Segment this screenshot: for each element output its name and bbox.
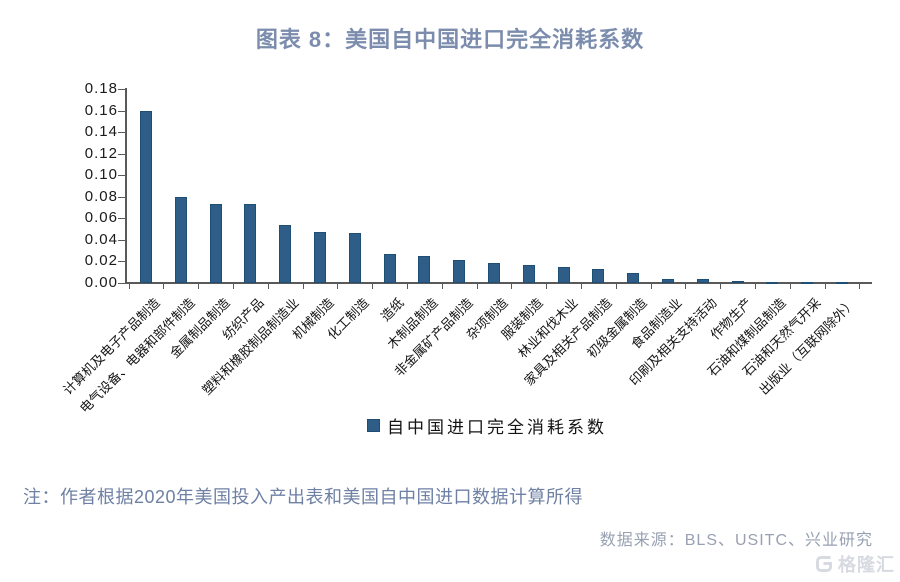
y-axis-tick (118, 132, 125, 134)
y-axis-tick-label: 0.10 (84, 166, 118, 184)
x-axis-tick (407, 284, 408, 289)
bar (696, 279, 709, 283)
footnote: 注：作者根据2020年美国投入产出表和美国自中国进口数据计算所得 (23, 487, 584, 507)
bar (140, 111, 152, 283)
chart-title: 图表 8：美国自中国进口完全消耗系数 (255, 27, 645, 52)
x-axis-tick (511, 284, 513, 289)
y-axis-tick (118, 196, 125, 198)
x-axis-tick (755, 284, 756, 289)
y-axis-line (125, 88, 127, 284)
y-axis-tick-label: 0.12 (84, 144, 118, 162)
y-axis-tick (118, 89, 125, 90)
bar (314, 232, 326, 283)
y-axis-tick-label: 0.06 (84, 209, 118, 227)
x-axis-tick (163, 284, 165, 289)
x-axis-tick (789, 284, 791, 289)
bar (801, 282, 814, 284)
bar (731, 281, 744, 283)
y-axis-tick-label: 0.02 (84, 252, 118, 270)
x-axis-tick (581, 284, 582, 289)
bar (418, 256, 431, 283)
x-axis-tick (372, 284, 374, 289)
bar (557, 267, 570, 283)
gelonghui-logo-icon (814, 554, 834, 574)
y-axis-tick (118, 153, 125, 155)
bar (383, 254, 396, 283)
bar (766, 282, 779, 284)
x-axis-tick (128, 284, 130, 289)
y-axis-tick (118, 239, 125, 241)
bar (488, 263, 500, 283)
bar (627, 273, 640, 283)
y-axis-tick-label: 0.14 (84, 123, 118, 141)
x-axis-tick (650, 284, 652, 289)
y-axis-tick-label: 0.04 (84, 230, 118, 248)
x-axis-tick (476, 284, 478, 289)
bar (836, 282, 848, 284)
x-axis-line (125, 282, 872, 284)
x-axis-tick (720, 284, 722, 289)
y-axis-tick (118, 283, 125, 284)
bar (522, 265, 535, 283)
x-axis-tick (546, 284, 548, 289)
x-axis-tick (233, 284, 234, 289)
x-axis-tick (824, 284, 826, 289)
data-source: 数据来源：BLS、USITC、兴业研究 (599, 532, 873, 549)
legend: 自中国进口完全消耗系数 (367, 413, 607, 438)
legend-swatch-icon (367, 419, 380, 432)
y-axis-tick-label: 0.00 (84, 274, 118, 291)
x-axis-tick (859, 284, 861, 289)
bar (279, 225, 292, 283)
x-axis-tick (302, 284, 304, 289)
legend-label: 自中国进口完全消耗系数 (387, 418, 607, 437)
bar (453, 260, 466, 283)
y-axis-tick-label: 0.08 (84, 187, 118, 205)
y-axis-tick-label: 0.16 (84, 101, 118, 119)
x-axis-tick (337, 284, 339, 289)
x-axis-tick (615, 284, 617, 289)
bar (662, 279, 674, 283)
bar (348, 233, 361, 283)
y-axis-tick (118, 218, 125, 220)
watermark-text: 格隆汇 (838, 555, 895, 575)
bar (209, 204, 222, 283)
x-axis-tick (441, 284, 443, 289)
y-axis-tick (118, 110, 125, 112)
y-axis-tick-label: 0.18 (84, 80, 118, 97)
bar (592, 269, 605, 283)
bar (244, 204, 257, 283)
x-axis-tick (198, 284, 200, 289)
x-axis-tick (685, 284, 687, 289)
y-axis-tick (118, 175, 125, 177)
y-axis-tick (118, 261, 125, 263)
bar (174, 197, 187, 283)
x-axis-tick (267, 284, 269, 289)
watermark-logo: 格隆汇 (814, 551, 895, 577)
